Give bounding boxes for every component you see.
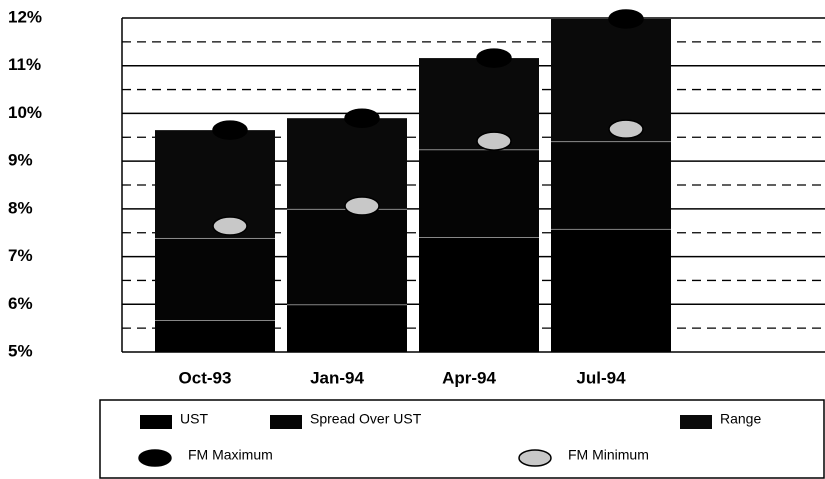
- legend-swatch: [270, 415, 302, 429]
- marker: [212, 120, 248, 140]
- bar-segment: [419, 58, 539, 150]
- bar-segment: [551, 228, 671, 352]
- bar-segment: [155, 237, 275, 321]
- marker: [608, 119, 644, 139]
- bar-segment: [155, 130, 275, 238]
- y-tick-label: 10%: [8, 103, 42, 122]
- x-tick-label: Jul-94: [576, 368, 626, 387]
- legend-swatch: [518, 449, 552, 467]
- y-tick-label: 7%: [8, 246, 33, 265]
- x-tick-label: Oct-93: [179, 368, 232, 387]
- legend-label: FM Maximum: [188, 447, 273, 463]
- marker: [476, 48, 512, 68]
- legend-swatch: [680, 415, 712, 429]
- x-tick-label: Jan-94: [310, 368, 364, 387]
- bar-segment: [551, 18, 671, 142]
- legend-label: FM Minimum: [568, 447, 649, 463]
- bar-segment: [419, 237, 539, 352]
- marker: [344, 196, 380, 216]
- y-tick-label: 12%: [8, 7, 42, 26]
- bar-segment: [155, 320, 275, 352]
- x-tick-label: Apr-94: [442, 368, 496, 387]
- bar-segment: [287, 118, 407, 209]
- legend-swatch: [140, 415, 172, 429]
- marker: [476, 131, 512, 151]
- y-tick-label: 9%: [8, 151, 33, 170]
- y-tick-label: 6%: [8, 294, 33, 313]
- bar-segment: [419, 149, 539, 238]
- legend-box: [99, 399, 825, 479]
- y-tick-label: 8%: [8, 198, 33, 217]
- bar-segment: [287, 208, 407, 305]
- bar-segment: [287, 304, 407, 352]
- bar-segment: [551, 141, 671, 229]
- y-tick-label: 11%: [8, 55, 41, 74]
- legend-label: Spread Over UST: [310, 411, 422, 427]
- marker: [344, 108, 380, 128]
- y-tick-label: 5%: [8, 341, 33, 360]
- marker: [608, 9, 644, 29]
- legend-label: UST: [180, 411, 208, 427]
- legend-swatch: [138, 449, 172, 467]
- legend-label: Range: [720, 411, 761, 427]
- marker: [212, 216, 248, 236]
